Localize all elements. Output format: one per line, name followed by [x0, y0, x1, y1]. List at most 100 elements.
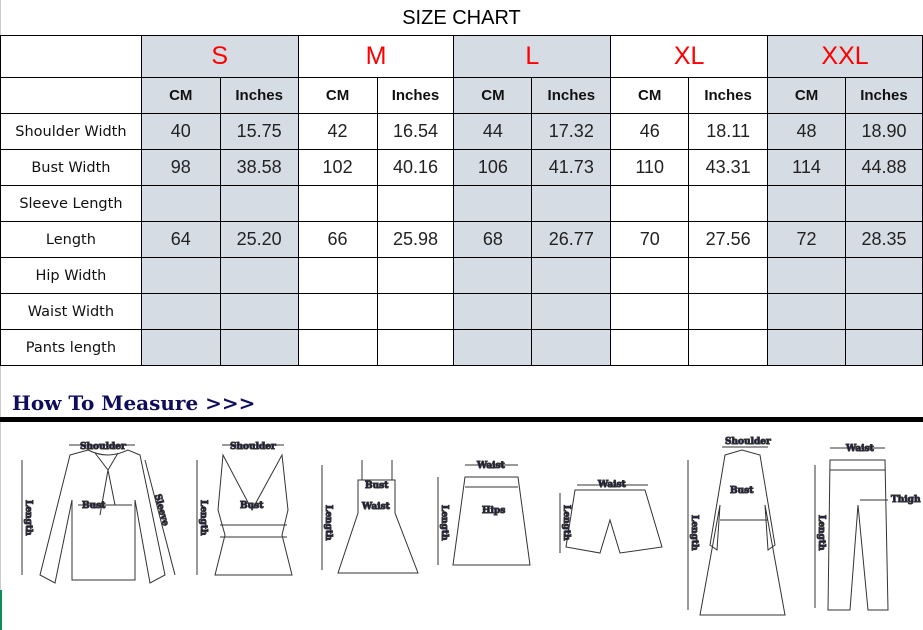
corner-cell — [0, 35, 142, 78]
measurement-cell — [767, 257, 846, 294]
size-header-l: L — [453, 35, 612, 78]
hips-label: Hips — [482, 506, 505, 516]
shoulder-label: Shoulder — [80, 442, 126, 452]
size-header-xl: XL — [610, 35, 769, 78]
row-label: Pants length — [0, 329, 142, 366]
tank-top-illustration: Shoulder Bust Length — [196, 442, 293, 576]
edge-accent — [0, 590, 2, 630]
measurement-cell — [767, 329, 846, 366]
sleeve-label: Sleeve — [152, 493, 170, 527]
measurement-cell: 68 — [453, 221, 533, 258]
bust-label: Bust — [82, 501, 106, 511]
measurement-cell — [531, 293, 612, 330]
length-label: Length — [689, 515, 699, 551]
unit-header-cm: CM — [453, 77, 533, 114]
table-row: Bust Width 98 38.58 102 40.16 106 41.73 110 43.3… — [0, 149, 923, 186]
measurement-cell — [844, 257, 923, 294]
measurement-cell — [140, 257, 221, 294]
measurement-cell — [688, 257, 769, 294]
bust-label: Bust — [730, 486, 754, 496]
measurement-cell — [297, 185, 378, 222]
measurement-cell: 41.73 — [531, 149, 612, 186]
measurement-cell — [610, 329, 690, 366]
measurement-cell: 16.54 — [376, 113, 455, 150]
measurement-cell — [376, 293, 455, 330]
waist-label: Waist — [361, 502, 391, 512]
measurement-cell — [140, 293, 221, 330]
measurement-cell: 70 — [610, 221, 690, 258]
length-label: Length — [816, 515, 826, 551]
waist-label: Waist — [845, 444, 875, 454]
unit-header-cm: CM — [297, 77, 378, 114]
pants-illustration: Waist Thigh Length — [814, 444, 921, 611]
measurement-cell: 28.35 — [844, 221, 923, 258]
measurement-cell: 44.88 — [844, 149, 923, 186]
measurement-cell — [610, 185, 690, 222]
measurement-cell — [297, 329, 378, 366]
corner-cell — [0, 77, 142, 114]
table-row: Sleeve Length — [0, 185, 923, 222]
shorts-illustration: Waist Length — [559, 480, 663, 554]
measurement-cell — [531, 185, 612, 222]
unit-header-cm: CM — [767, 77, 846, 114]
measurement-cell: 72 — [767, 221, 846, 258]
measurement-cell: 46 — [610, 113, 690, 150]
measurement-cell — [219, 257, 299, 294]
measurement-cell — [453, 185, 533, 222]
measurement-cell — [219, 293, 299, 330]
measurement-cell: 40.16 — [376, 149, 455, 186]
table-row: Pants length — [0, 329, 923, 366]
measurement-illustrations: Shoulder Bust Sleeve Length Shoulder Bus… — [21, 437, 921, 616]
length-label: Length — [439, 505, 449, 541]
measurement-cell — [531, 257, 612, 294]
size-header-row: S M L XL XXL — [0, 35, 923, 78]
measurement-cell: 40 — [140, 113, 221, 150]
thigh-label: Thigh — [891, 495, 921, 505]
measurement-cell: 27.56 — [688, 221, 769, 258]
row-label: Waist Width — [0, 293, 142, 330]
measurement-cell: 18.11 — [688, 113, 769, 150]
measurement-cell: 48 — [767, 113, 846, 150]
measurement-cell: 44 — [453, 113, 533, 150]
measurement-cell — [844, 185, 923, 222]
measurement-cell: 25.20 — [219, 221, 299, 258]
measurement-cell: 98 — [140, 149, 221, 186]
table-row: Shoulder Width 40 15.75 42 16.54 44 17.32 46 18.… — [0, 113, 923, 150]
measurement-cell — [140, 185, 221, 222]
unit-header-inches: Inches — [219, 77, 299, 114]
measurement-cell — [844, 329, 923, 366]
shoulder-label: Shoulder — [230, 442, 276, 452]
measurement-cell — [376, 185, 455, 222]
waist-label: Waist — [597, 480, 627, 490]
measurement-cell — [688, 293, 769, 330]
measurement-cell: 15.75 — [219, 113, 299, 150]
length-label: Length — [323, 505, 333, 541]
size-chart-table: S M L XL XXL CM Inches CM Inches CM Inches CM Inches… — [0, 35, 923, 366]
measurement-cell — [376, 257, 455, 294]
measurement-cell: 114 — [767, 149, 846, 186]
measurement-cell: 102 — [297, 149, 378, 186]
measurement-cell — [376, 329, 455, 366]
row-label: Hip Width — [0, 257, 142, 294]
measurement-cell — [688, 185, 769, 222]
measurement-cell: 43.31 — [688, 149, 769, 186]
measurement-cell: 17.32 — [531, 113, 612, 150]
dress-illustration: Bust Waist Length — [321, 460, 419, 574]
bust-label: Bust — [365, 481, 389, 491]
blouse-illustration: Shoulder Bust Sleeve Length — [21, 442, 176, 584]
shoulder-label: Shoulder — [725, 437, 771, 447]
measurement-cell: 38.58 — [219, 149, 299, 186]
measurement-cell — [453, 293, 533, 330]
measurement-cell — [453, 329, 533, 366]
unit-header-row: CM Inches CM Inches CM Inches CM Inches CM Inches — [0, 77, 923, 114]
measurement-cell — [531, 329, 612, 366]
unit-header-cm: CM — [610, 77, 690, 114]
unit-header-cm: CM — [140, 77, 221, 114]
row-label: Shoulder Width — [0, 113, 142, 150]
table-row: Length 64 25.20 66 25.98 68 26.77 70 27.56 72 28.3… — [0, 221, 923, 258]
unit-header-inches: Inches — [688, 77, 769, 114]
chart-title: SIZE CHART — [402, 7, 521, 29]
measurement-cell: 42 — [297, 113, 378, 150]
measurement-cell: 18.90 — [844, 113, 923, 150]
measurement-cell: 110 — [610, 149, 690, 186]
